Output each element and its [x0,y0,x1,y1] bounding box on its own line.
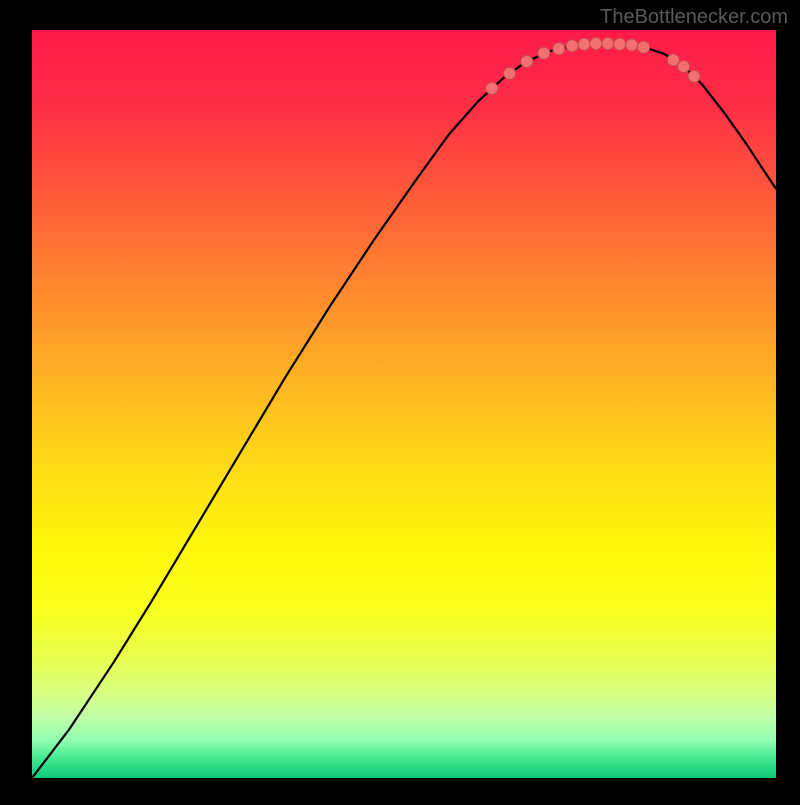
data-marker [566,40,578,52]
data-marker [578,38,590,50]
data-marker [553,43,565,55]
data-marker [614,38,626,50]
data-marker [538,47,550,59]
data-marker [486,82,498,94]
bottleneck-chart [0,0,800,800]
data-marker [638,41,650,53]
gradient-background [32,30,776,778]
data-marker [602,37,614,49]
chart-svg [0,0,800,800]
data-marker [678,61,690,73]
data-marker [504,67,516,79]
data-marker [688,70,700,82]
data-marker [626,39,638,51]
data-marker [521,55,533,67]
watermark-text: TheBottlenecker.com [600,6,788,29]
data-marker [667,54,679,66]
data-marker [590,37,602,49]
